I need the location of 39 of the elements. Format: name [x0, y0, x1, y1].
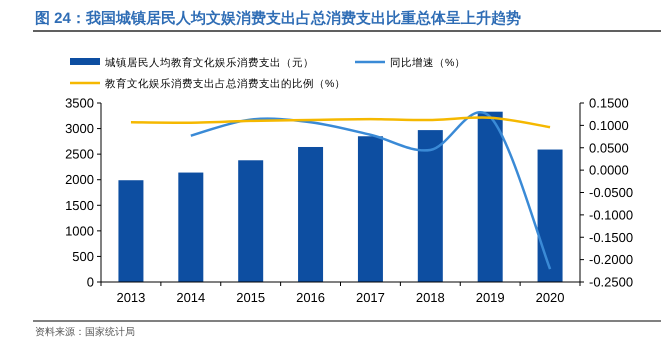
y-tick-label: 0 [86, 274, 94, 290]
legend-label: 城镇居民人均教育文化娱乐消费支出（元） [104, 56, 314, 69]
y-tick-label: 2500 [65, 146, 94, 162]
y-tick-label: 500 [72, 248, 94, 264]
x-tick-label: 2019 [476, 290, 505, 305]
legend-label: 教育文化娱乐消费支出占总消费支出的比例（%） [105, 77, 346, 90]
x-tick-label: 2018 [416, 290, 445, 305]
y-tick-label: 1000 [65, 223, 94, 238]
bar [298, 146, 324, 282]
y2-tick-label: 0.0000 [589, 162, 629, 178]
bar [358, 136, 383, 282]
y2-tick-label: -0.2000 [589, 252, 634, 268]
x-tick-label: 2020 [536, 290, 565, 305]
bar [478, 112, 503, 282]
bar [118, 180, 144, 282]
y2-tick-label: -0.2500 [589, 274, 634, 290]
legend-label: 同比增速（%） [390, 56, 466, 69]
x-tick-label: 2017 [356, 290, 385, 305]
x-tick-label: 2014 [176, 290, 206, 305]
y-tick-label: 3000 [65, 121, 94, 136]
bar [178, 172, 204, 282]
line-series [130, 116, 552, 128]
bar [238, 160, 264, 282]
y2-tick-label: -0.1000 [589, 207, 634, 222]
y2-tick-label: 0.1500 [589, 96, 629, 110]
y-tick-label: 3500 [65, 96, 94, 110]
y-tick-label: 2000 [65, 172, 94, 188]
x-tick-label: 2013 [116, 290, 146, 305]
y2-tick-label: -0.0500 [589, 185, 634, 200]
x-tick-label: 2016 [296, 290, 326, 305]
text: 资料来源：国家统计局 [35, 326, 135, 338]
bar [418, 130, 443, 282]
x-tick-label: 2015 [236, 290, 266, 305]
y2-tick-label: 0.0500 [589, 140, 629, 156]
y2-tick-label: 0.1000 [589, 118, 629, 133]
bar [538, 150, 563, 282]
chart-title: 图 24：我国城镇居民人均文娱消费支出占总消费支出比重总体呈上升趋势 [35, 10, 521, 27]
y2-tick-label: -0.1500 [589, 230, 634, 245]
y-tick-label: 1500 [65, 198, 94, 213]
